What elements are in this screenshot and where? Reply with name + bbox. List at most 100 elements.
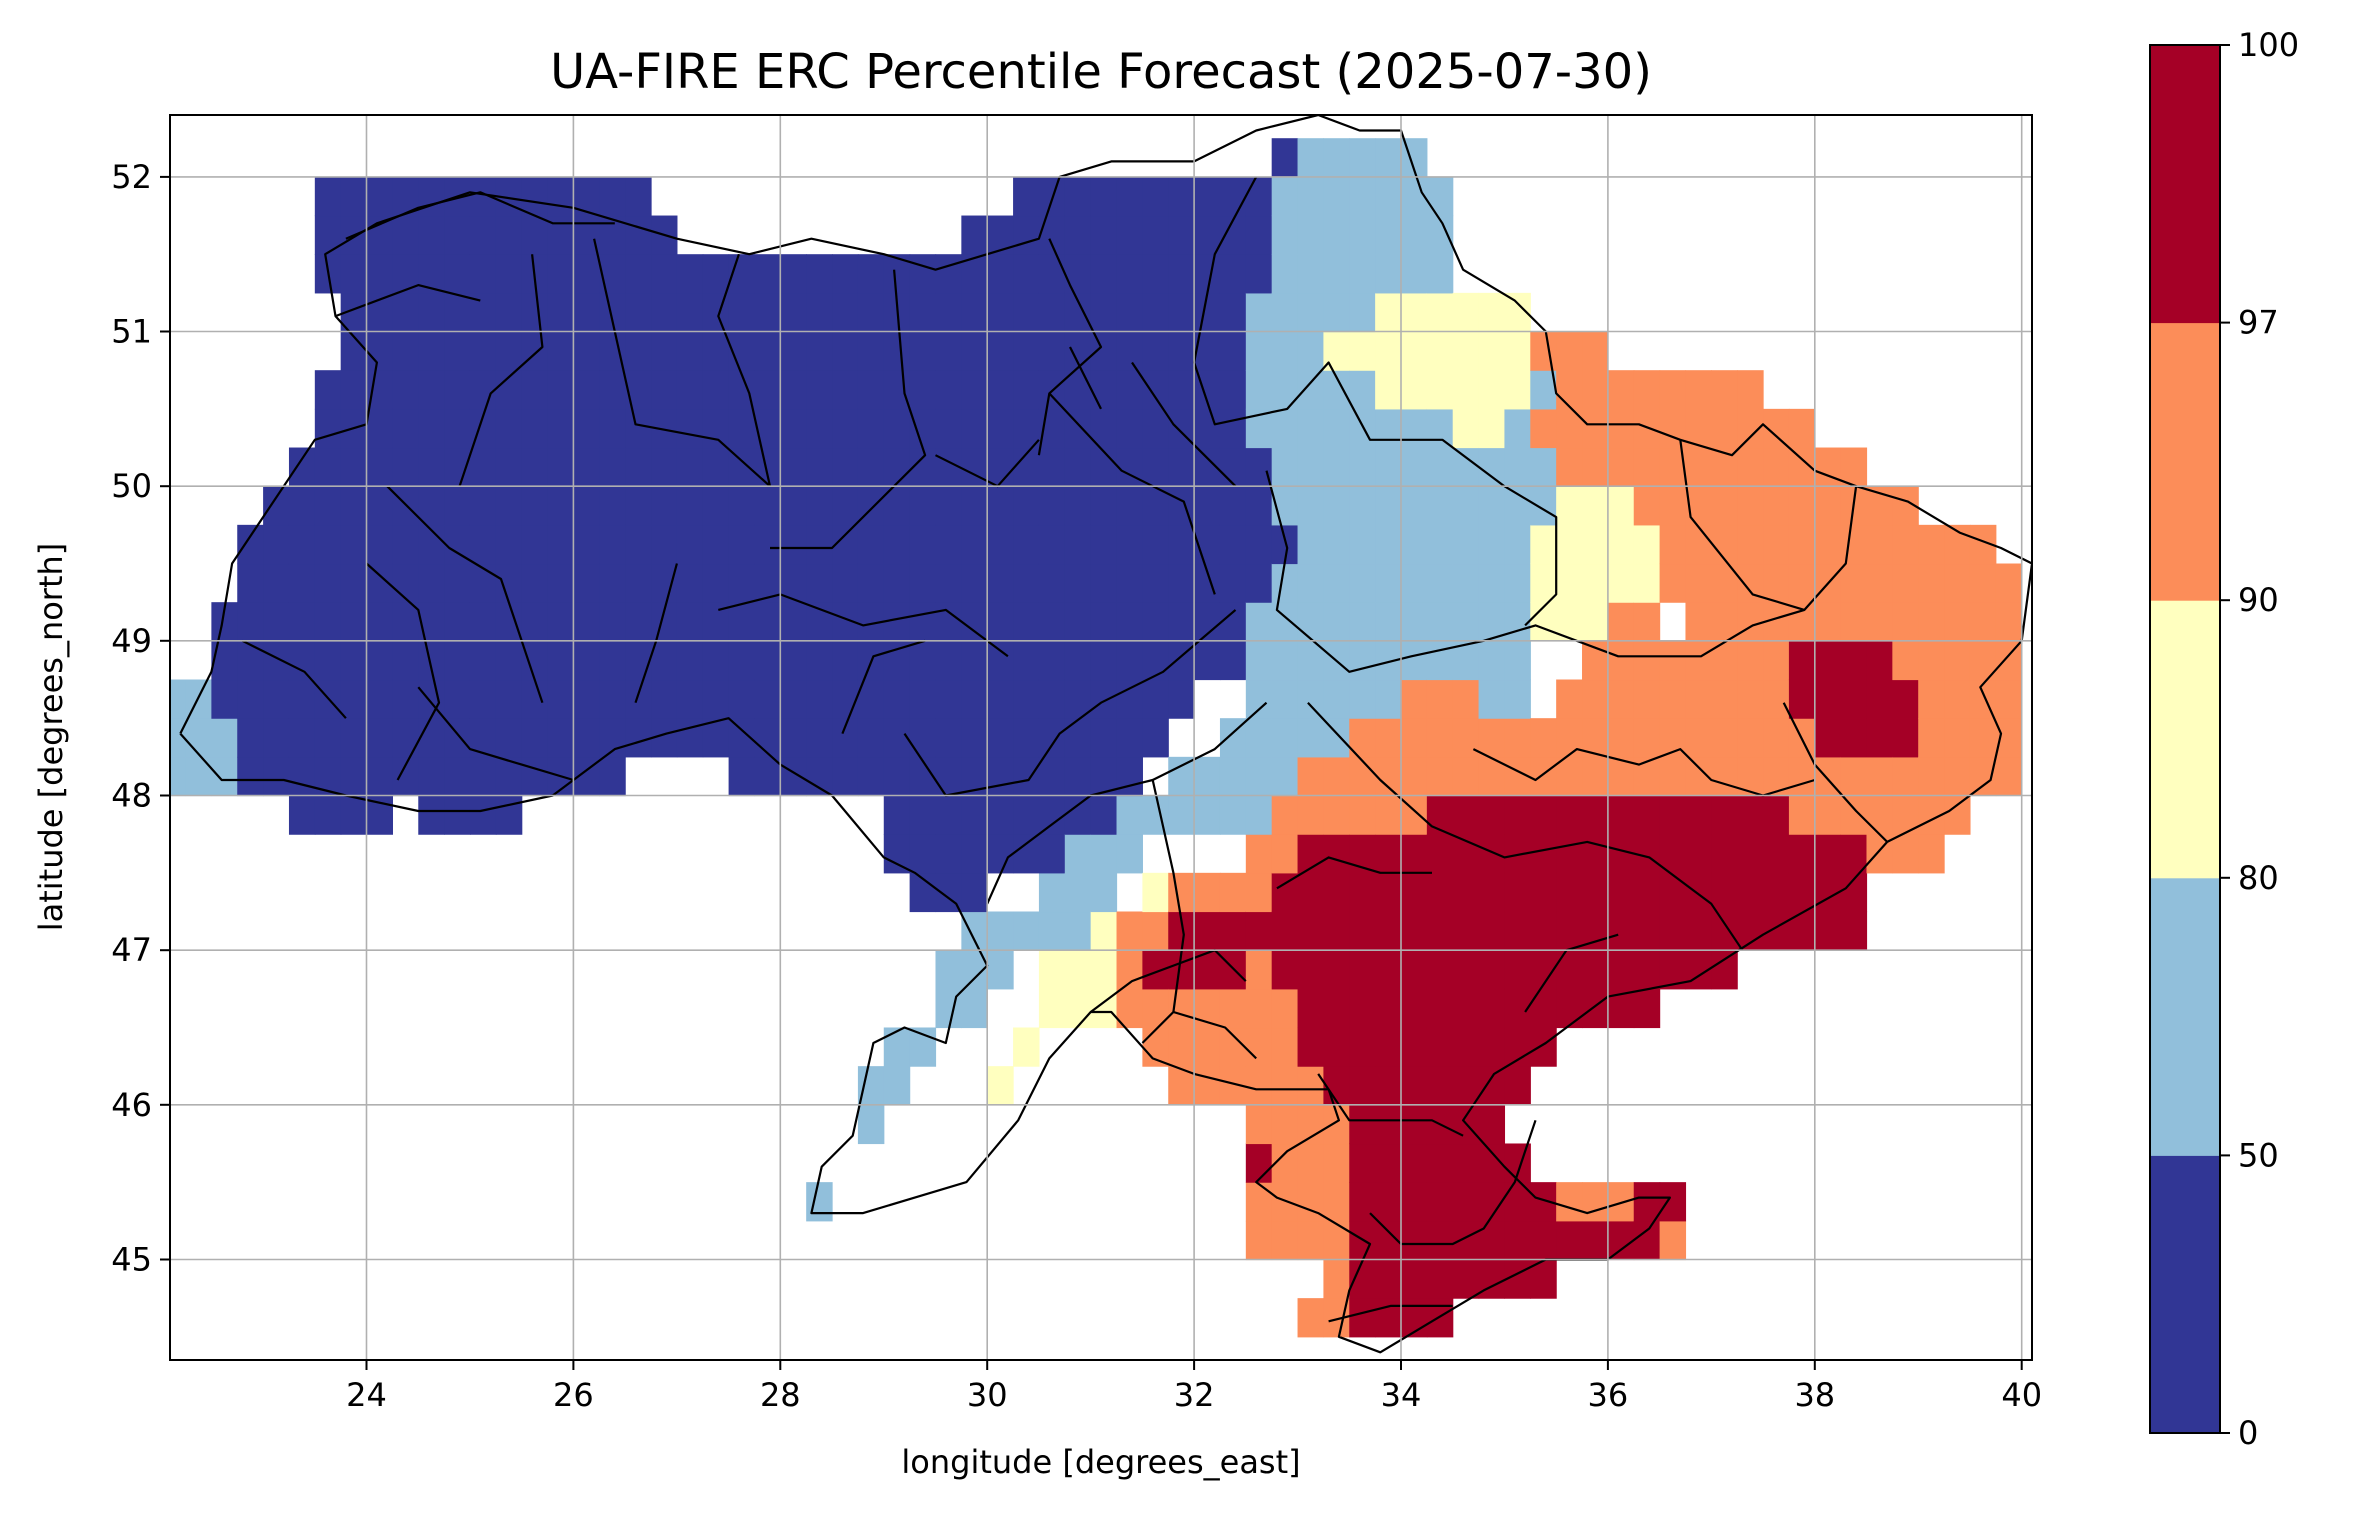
heatmap-cell [857,524,885,565]
heatmap-cell [1038,911,1066,951]
heatmap-cell [1737,524,1764,565]
heatmap-cell [987,834,1014,874]
heatmap-cell [909,834,937,874]
heatmap-cell [754,254,781,294]
heatmap-cell [961,640,988,681]
boundary-line [179,115,2032,1354]
heatmap-cell [1892,834,1919,874]
heatmap-cell [754,331,781,371]
heatmap-cell [935,486,962,526]
heatmap-cell [1400,834,1428,874]
heatmap-cell [1840,679,1868,719]
heatmap-cell [625,215,652,255]
heatmap-cell [1607,872,1635,913]
heatmap-cell [1142,1027,1169,1067]
heatmap-cell [935,563,962,603]
heatmap-cell [1142,331,1169,371]
heatmap-cell [1426,679,1454,719]
heatmap-cell [314,215,342,255]
heatmap-cell [211,640,238,681]
heatmap-cell [1013,486,1040,526]
heatmap-cell [1607,1220,1635,1261]
heatmap-cell [392,215,419,255]
heatmap-cell [1840,911,1868,951]
heatmap-cell [1323,795,1350,835]
heatmap-cell [909,331,937,371]
boundary-line [1069,346,1102,410]
boundary-line [1151,779,1185,1013]
heatmap-cell [728,408,756,449]
heatmap-cell [857,563,885,603]
heatmap-cell [1711,524,1738,565]
heatmap-cell [1711,834,1738,874]
heatmap-cell [1168,1027,1195,1067]
heatmap-cell [444,563,471,603]
boundary-line [1317,1073,1464,1137]
heatmap-cell [625,602,652,642]
heatmap-cell [1064,988,1092,1029]
heatmap-cell [1426,872,1454,913]
heatmap-cell [1659,370,1687,410]
heatmap-cell [728,524,756,565]
heatmap-cell [1090,292,1118,333]
heatmap-cell [1038,718,1066,758]
heatmap-cell [1400,1066,1428,1106]
heatmap-cell [1582,950,1609,990]
heatmap-cell [1814,447,1842,487]
heatmap-cell [1918,563,1945,603]
heatmap-cell [1582,370,1609,410]
heatmap-cell [573,370,600,410]
heatmap-cell [1013,176,1040,217]
colorbar-segment [2150,1155,2220,1434]
heatmap-cell [547,331,575,371]
heatmap-cell [547,718,575,758]
heatmap-cell [1090,486,1118,526]
heatmap-cell [1038,524,1066,565]
heatmap-cell [418,370,445,410]
heatmap-cell [1245,640,1273,681]
heatmap-cell [1452,563,1480,603]
heatmap-cell [1349,524,1376,565]
heatmap-cell [1426,524,1454,565]
heatmap-cell [1685,640,1712,681]
heatmap-cell [1478,1220,1506,1261]
heatmap-cell [1763,718,1790,758]
heatmap-cell [961,834,988,874]
heatmap-cell [185,756,212,797]
heatmap-cell [1271,988,1299,1029]
heatmap-cell [1633,950,1661,990]
heatmap-cell [754,718,781,758]
heatmap-cell [1452,408,1480,449]
heatmap-cell [1116,486,1143,526]
heatmap-cell [314,524,342,565]
heatmap-cell [418,176,445,217]
heatmap-cell [573,447,600,487]
heatmap-cell [1297,1182,1324,1222]
heatmap-cell [1400,640,1428,681]
heatmap-cell [1297,331,1324,371]
heatmap-cell [573,679,600,719]
heatmap-cell [1245,718,1273,758]
heatmap-cell [547,524,575,565]
heatmap-cell [780,602,807,642]
heatmap-cell [1375,292,1402,333]
heatmap-cell [340,679,368,719]
heatmap-cell [1038,795,1066,835]
heatmap-cell [314,563,342,603]
heatmap-cell [1426,795,1454,835]
heatmap-cell [1400,215,1428,255]
heatmap-cell [1685,795,1712,835]
heatmap-cell [676,679,704,719]
heatmap-cell [1840,640,1868,681]
heatmap-cell [1168,215,1195,255]
heatmap-cell [1168,447,1195,487]
heatmap-cell [1090,331,1118,371]
heatmap-cell [1918,718,1945,758]
heatmap-cell [1271,795,1299,835]
heatmap-cell [1271,215,1299,255]
heatmap-cell [676,254,704,294]
heatmap-cell [1245,1104,1273,1145]
heatmap-cell [1918,679,1945,719]
heatmap-cell [806,331,833,371]
boundary-line [718,593,1009,658]
